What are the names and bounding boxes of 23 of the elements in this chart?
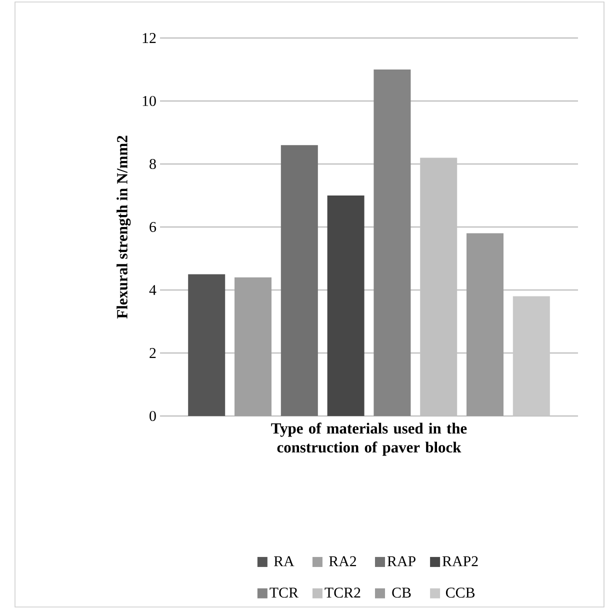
legend-label: RAP2	[442, 556, 478, 566]
bar	[327, 195, 364, 416]
legend-label: CB	[392, 588, 411, 598]
y-tick-label: 6	[150, 222, 156, 232]
legend-label: CCB	[446, 588, 475, 598]
y-tick-label: 12	[142, 33, 156, 43]
bar	[280, 145, 318, 416]
x-axis-title: Type of materials used in the construction of paver block	[271, 422, 467, 456]
bar	[420, 158, 458, 416]
legend-label: RAP	[387, 556, 416, 566]
bar	[512, 296, 550, 416]
legend-label: TCR	[270, 588, 298, 598]
y-tick-label: 4	[149, 285, 156, 295]
y-tick-label: 2	[150, 348, 156, 358]
legend-label: RA2	[329, 556, 356, 566]
bar	[374, 69, 411, 416]
legend-label: RA	[274, 556, 294, 566]
y-tick-label: 8	[150, 158, 156, 170]
y-axis-title: Flexural strength in N/mm2	[116, 136, 131, 319]
bar	[188, 274, 226, 416]
y-tick-label: 10	[142, 96, 156, 106]
legend-label: TCR2	[324, 588, 360, 598]
y-tick-label: 0	[150, 410, 156, 422]
